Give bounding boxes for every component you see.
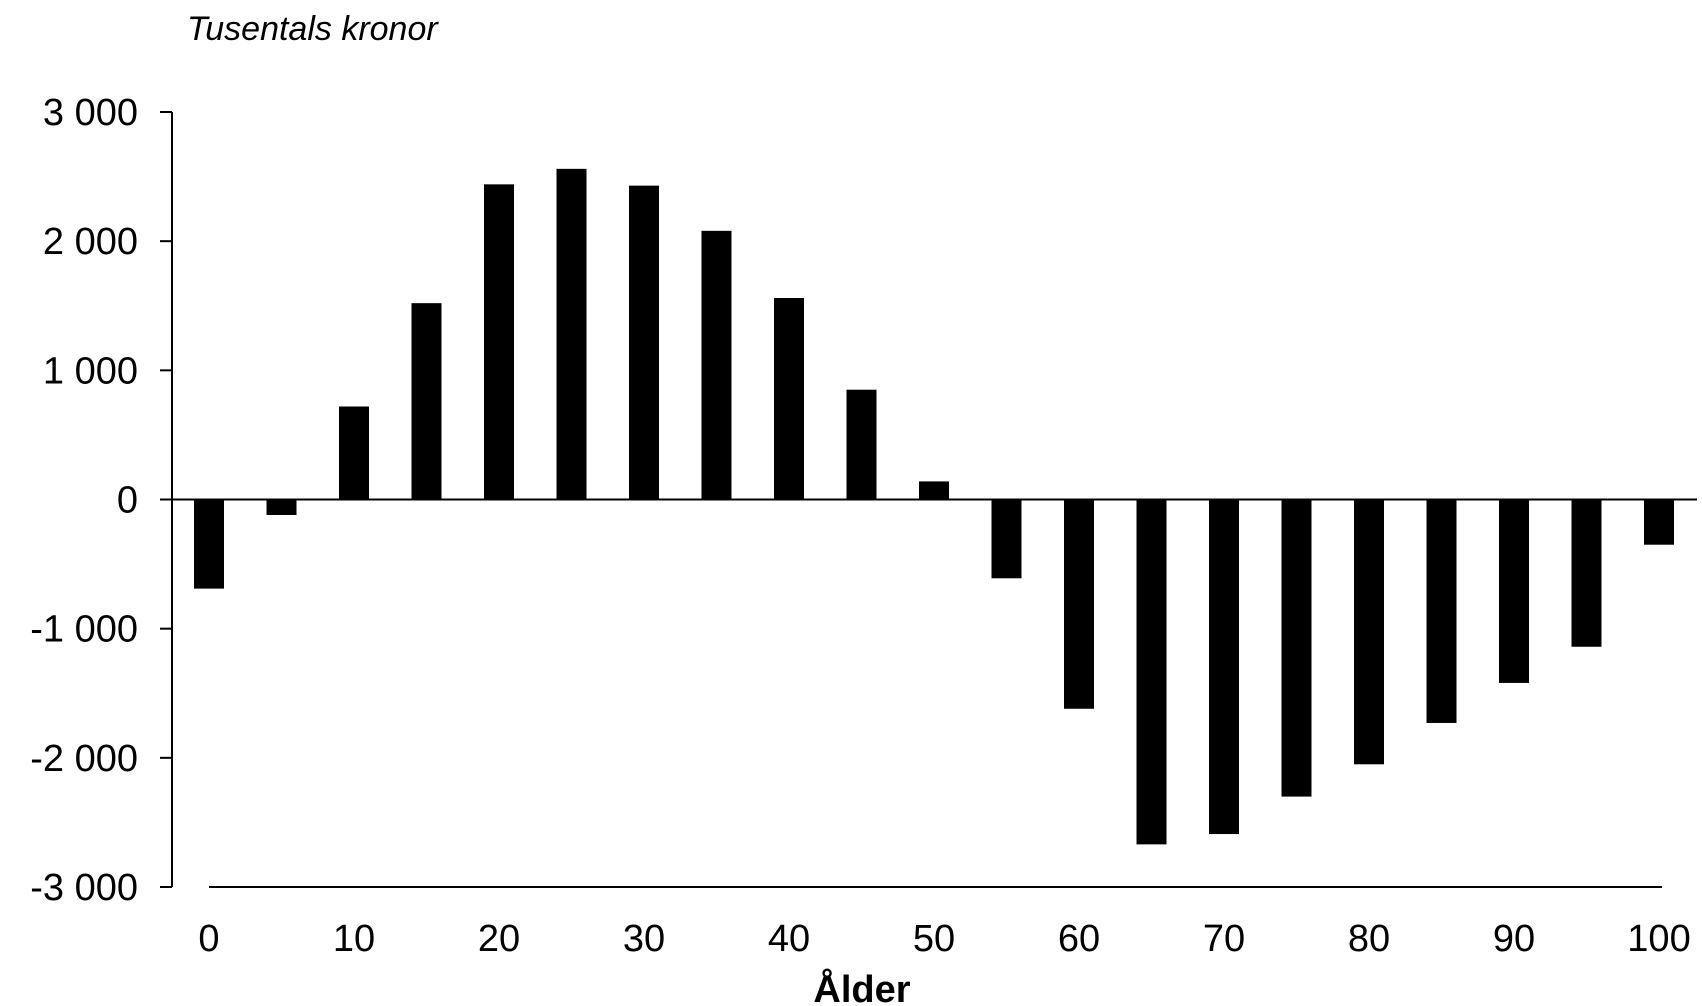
bar [1644, 499, 1674, 545]
y-tick-label: 1 000 [43, 350, 138, 392]
bar [629, 185, 659, 500]
x-tick-label: 60 [1058, 918, 1100, 960]
x-tick-label: 0 [198, 918, 219, 960]
x-tick-label: 40 [768, 918, 810, 960]
bar [266, 499, 297, 515]
bar [1064, 499, 1094, 709]
x-tick-label: 70 [1203, 918, 1245, 960]
bar [411, 303, 442, 500]
y-tick-label: 0 [117, 480, 138, 522]
bar [991, 499, 1022, 579]
bar [1136, 499, 1167, 845]
x-axis: 0 10 20 30 40 50 60 70 80 90 100 [172, 498, 1697, 960]
bar [1209, 499, 1239, 835]
y-tick-label: -2 000 [30, 738, 138, 780]
x-tick-label: 80 [1348, 918, 1390, 960]
bar [484, 184, 514, 500]
x-axis-title: Ålder [813, 967, 910, 1006]
bar [556, 168, 587, 500]
x-tick-label: 100 [1627, 918, 1690, 960]
bar [339, 406, 369, 500]
x-tick-label: 50 [913, 918, 955, 960]
y-axis-unit-label: Tusentals kronor [187, 10, 439, 48]
bar [1499, 499, 1529, 683]
y-tick-label: 2 000 [43, 221, 138, 263]
bar [1354, 499, 1384, 765]
bar [194, 499, 224, 589]
bar [1571, 499, 1602, 647]
bar [919, 481, 949, 500]
y-tick-label: 3 000 [43, 92, 138, 134]
bar [774, 298, 804, 500]
bar [1281, 499, 1312, 797]
bar [701, 230, 732, 500]
x-tick-label: 20 [478, 918, 520, 960]
x-tick-label: 90 [1493, 918, 1535, 960]
bar [846, 389, 877, 500]
y-tick-label: -3 000 [30, 867, 138, 909]
y-tick-label: -1 000 [30, 609, 138, 651]
bar [1426, 499, 1457, 723]
x-tick-label: 10 [333, 918, 375, 960]
y-axis: 3 000 2 000 1 000 0 -1 000 -2 000 -3 000 [30, 92, 173, 909]
bars [194, 168, 1674, 845]
x-tick-label: 30 [623, 918, 665, 960]
